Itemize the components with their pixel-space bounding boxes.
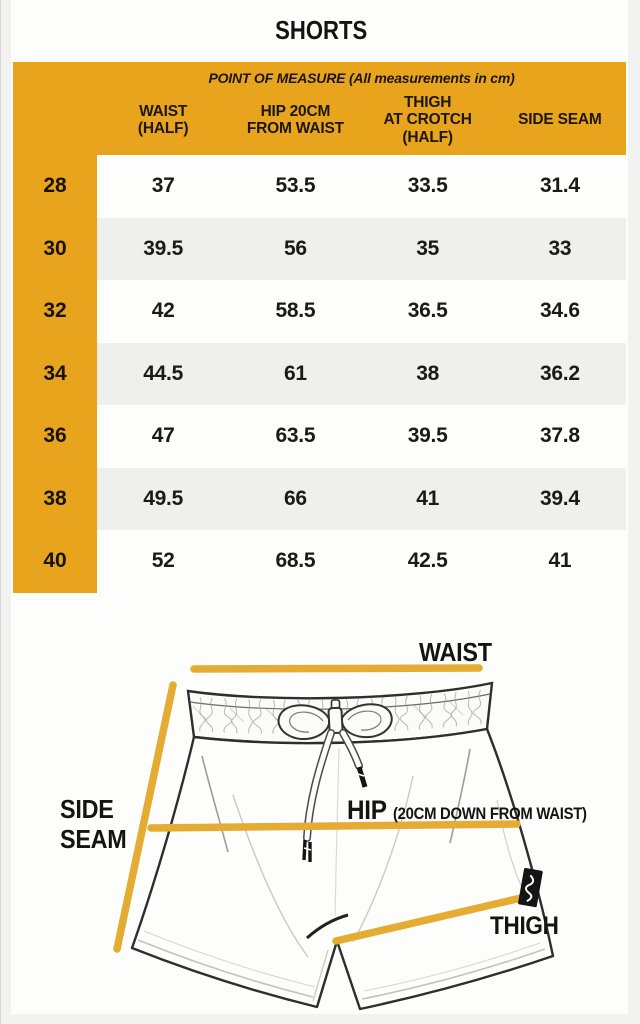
point-of-measure-header: POINT OF MEASURE (All measurements in cm… — [208, 70, 515, 86]
hip-value: 56 — [283, 236, 307, 260]
thigh-value: 42.5 — [407, 549, 448, 573]
hip-value: 58.5 — [275, 299, 316, 323]
size-cell: 40 — [13, 530, 97, 593]
thigh-value: 38 — [416, 361, 439, 385]
column-header-thigh: THIGH AT CROTCH (HALF) — [383, 93, 472, 146]
side-seam-value: 37.8 — [540, 424, 580, 448]
table-row: 40 52 68.5 42.5 41 — [13, 530, 626, 593]
side-seam-value: 39.4 — [540, 486, 580, 510]
column-header-waist: WAIST (HALF) — [137, 102, 189, 138]
thigh-value: 35 — [416, 236, 439, 260]
side-seam-value: 41 — [548, 549, 572, 573]
size-cell: 34 — [13, 342, 97, 405]
hip-value: 66 — [283, 486, 307, 510]
thigh-value: 41 — [416, 486, 439, 510]
table-header: POINT OF MEASURE (All measurements in cm… — [13, 62, 626, 155]
side-seam-value: 33 — [548, 236, 572, 260]
size-cell: 38 — [13, 467, 97, 530]
column-header-side-seam: SIDE SEAM — [518, 111, 602, 129]
column-header-hip: HIP 20CM FROM WAIST — [246, 102, 344, 138]
column-header-row: WAIST (HALF) HIP 20CM FROM WAIST THIGH A… — [13, 87, 626, 153]
table-row: 38 49.5 66 41 39.4 — [13, 467, 626, 530]
hip-value: 63.5 — [275, 424, 316, 448]
table-row: 32 42 58.5 36.5 34.6 — [13, 280, 626, 343]
size-cell: 36 — [13, 405, 97, 468]
waist-value: 42 — [151, 299, 175, 323]
size-cell: 32 — [13, 280, 97, 343]
waist-value: 52 — [151, 549, 175, 573]
hip-value: 68.5 — [275, 549, 316, 573]
thigh-value: 36.5 — [407, 299, 448, 323]
thigh-value: 33.5 — [407, 174, 448, 198]
waist-value: 39.5 — [143, 236, 183, 260]
table-row: 30 39.5 56 35 33 — [13, 217, 626, 280]
thigh-value: 39.5 — [407, 424, 448, 448]
page-title: SHORTS — [1, 15, 640, 46]
size-cell: 30 — [13, 217, 97, 280]
side-seam-value: 36.2 — [540, 361, 580, 385]
size-table: POINT OF MEASURE (All measurements in cm… — [13, 62, 626, 593]
table-row: 34 44.5 61 38 36.2 — [13, 342, 626, 405]
waist-value: 37 — [151, 174, 175, 198]
waist-value: 44.5 — [143, 361, 183, 385]
side-seam-value: 34.6 — [540, 299, 580, 323]
hip-value: 53.5 — [275, 174, 316, 198]
table-row: 36 47 63.5 39.5 37.8 — [13, 405, 626, 468]
waist-value: 47 — [151, 424, 175, 448]
table-row: 28 37 53.5 33.5 31.4 — [13, 155, 626, 218]
side-seam-value: 31.4 — [540, 174, 580, 198]
waist-value: 49.5 — [143, 486, 183, 510]
page-title-text: SHORTS — [274, 15, 368, 45]
hip-value: 61 — [283, 361, 307, 385]
size-cell: 28 — [13, 155, 97, 218]
